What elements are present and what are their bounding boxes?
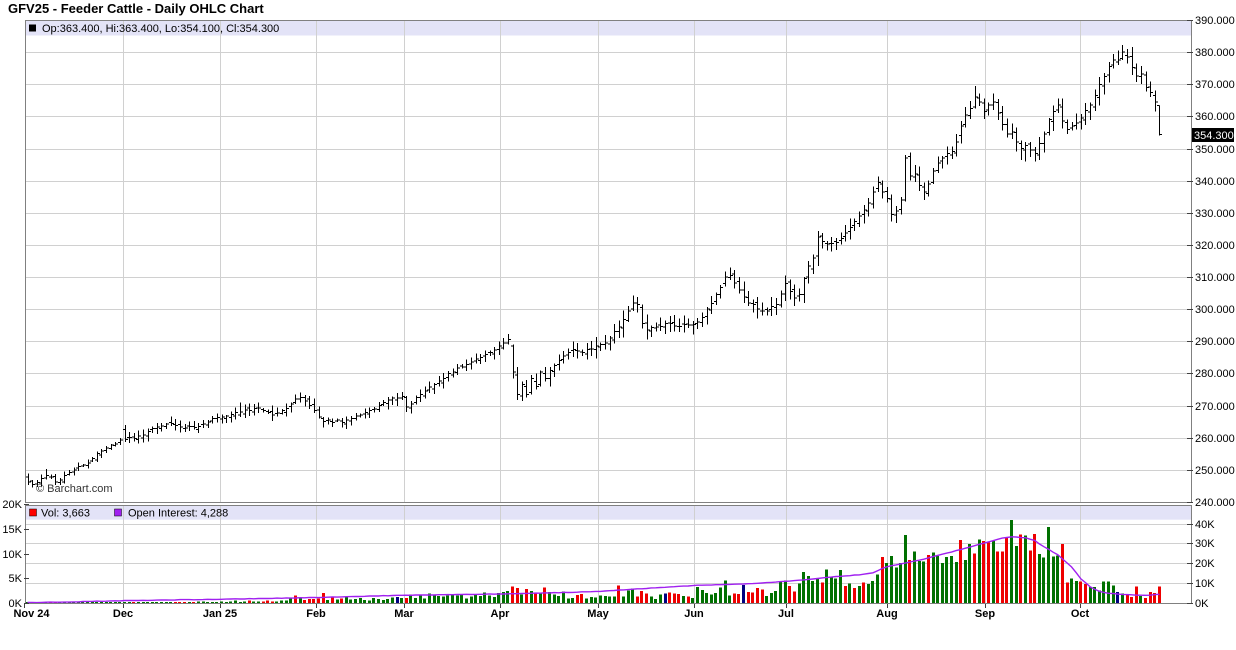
svg-text:Op:363.400, Hi:363.400, Lo:354: Op:363.400, Hi:363.400, Lo:354.100, Cl:3… [42, 23, 279, 35]
svg-text:280.000: 280.000 [1195, 368, 1235, 380]
svg-text:Feb: Feb [306, 608, 326, 620]
svg-text:0K: 0K [9, 598, 23, 610]
svg-text:350.000: 350.000 [1195, 144, 1235, 156]
svg-text:Dec: Dec [113, 608, 133, 620]
svg-text:Jul: Jul [778, 608, 794, 620]
svg-text:0K: 0K [1195, 598, 1209, 610]
svg-text:Jun: Jun [684, 608, 704, 620]
svg-text:240.000: 240.000 [1195, 497, 1235, 509]
svg-text:300.000: 300.000 [1195, 304, 1235, 316]
svg-text:Jan 25: Jan 25 [203, 608, 237, 620]
svg-text:340.000: 340.000 [1195, 176, 1235, 188]
svg-text:10K: 10K [2, 549, 22, 561]
svg-text:Open Interest: 4,288: Open Interest: 4,288 [128, 508, 228, 520]
svg-text:370.000: 370.000 [1195, 79, 1235, 91]
svg-text:Mar: Mar [394, 608, 414, 620]
svg-text:320.000: 320.000 [1195, 240, 1235, 252]
svg-text:20K: 20K [2, 499, 22, 511]
svg-text:40K: 40K [1195, 519, 1215, 531]
svg-text:Nov 24: Nov 24 [13, 608, 50, 620]
svg-text:30K: 30K [1195, 538, 1215, 550]
svg-text:290.000: 290.000 [1195, 336, 1235, 348]
svg-text:390.000: 390.000 [1195, 15, 1235, 27]
svg-text:310.000: 310.000 [1195, 272, 1235, 284]
svg-text:20K: 20K [1195, 558, 1215, 570]
svg-text:270.000: 270.000 [1195, 401, 1235, 413]
svg-text:May: May [587, 608, 609, 620]
svg-text:© Barchart.com: © Barchart.com [36, 483, 113, 495]
svg-text:330.000: 330.000 [1195, 208, 1235, 220]
svg-text:360.000: 360.000 [1195, 111, 1235, 123]
svg-text:250.000: 250.000 [1195, 465, 1235, 477]
svg-text:10K: 10K [1195, 578, 1215, 590]
svg-text:Aug: Aug [876, 608, 897, 620]
svg-text:Vol: 3,663: Vol: 3,663 [41, 508, 90, 520]
svg-text:380.000: 380.000 [1195, 47, 1235, 59]
svg-text:15K: 15K [2, 524, 22, 536]
svg-text:260.000: 260.000 [1195, 433, 1235, 445]
svg-text:354.300: 354.300 [1194, 130, 1234, 142]
svg-text:5K: 5K [9, 573, 23, 585]
svg-text:Sep: Sep [975, 608, 995, 620]
svg-text:Oct: Oct [1071, 608, 1090, 620]
svg-text:Apr: Apr [491, 608, 511, 620]
